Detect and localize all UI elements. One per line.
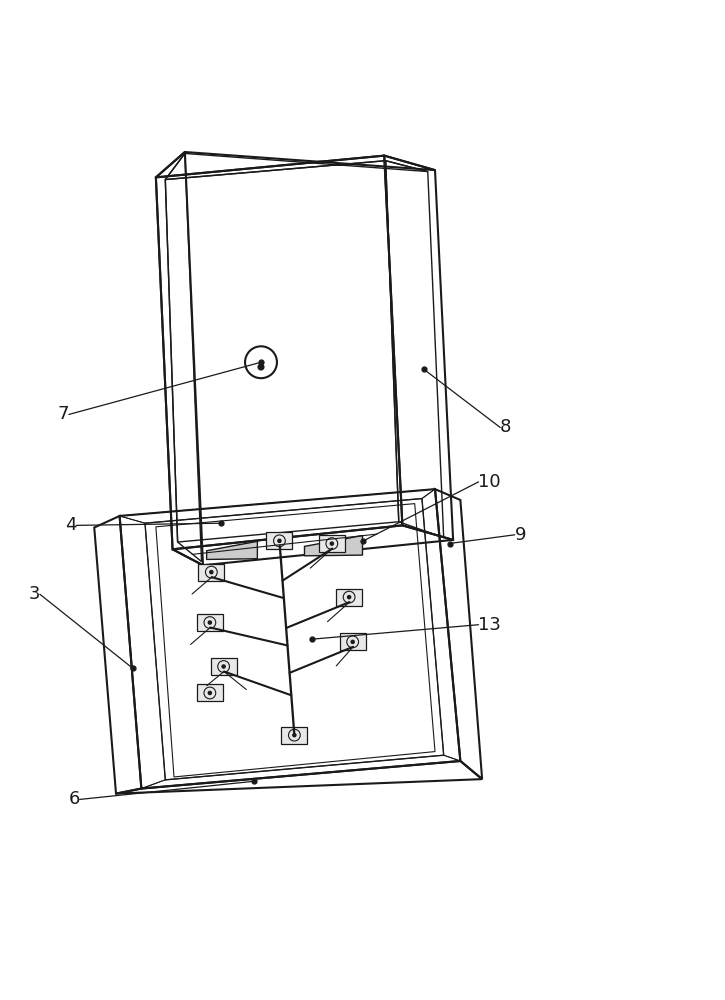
Polygon shape xyxy=(207,541,257,559)
Bar xyxy=(336,589,362,606)
Bar xyxy=(196,684,223,701)
Polygon shape xyxy=(304,536,362,556)
Bar xyxy=(339,633,365,650)
Bar xyxy=(266,532,292,549)
Text: 3: 3 xyxy=(28,585,40,603)
Bar xyxy=(196,614,223,631)
Circle shape xyxy=(210,571,213,574)
Circle shape xyxy=(347,596,351,599)
Circle shape xyxy=(258,364,264,370)
Text: 6: 6 xyxy=(68,790,80,808)
Text: 8: 8 xyxy=(500,418,512,436)
Text: 7: 7 xyxy=(57,405,69,423)
Text: 4: 4 xyxy=(65,516,76,534)
Text: 13: 13 xyxy=(478,616,502,634)
Bar xyxy=(210,658,236,675)
Circle shape xyxy=(222,665,225,668)
Circle shape xyxy=(208,691,212,695)
Circle shape xyxy=(331,542,334,545)
Bar xyxy=(281,727,307,744)
Bar xyxy=(199,564,225,581)
Text: 10: 10 xyxy=(478,473,501,491)
Circle shape xyxy=(208,621,212,624)
Circle shape xyxy=(351,640,355,643)
Circle shape xyxy=(278,539,281,542)
Text: 9: 9 xyxy=(515,526,526,544)
Circle shape xyxy=(293,734,296,737)
Bar xyxy=(319,535,345,552)
